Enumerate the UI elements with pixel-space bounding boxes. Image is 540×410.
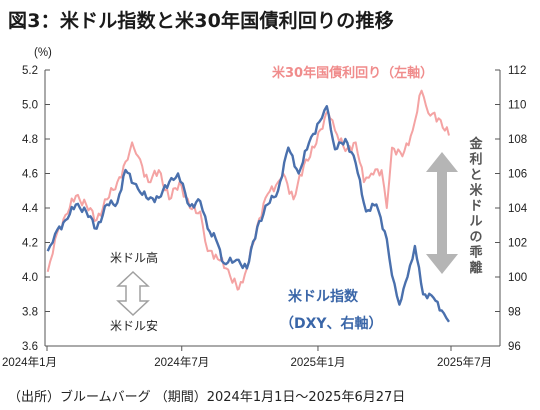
- strong-weak-arrow: [116, 270, 150, 317]
- left-tick-label: 4.6: [22, 169, 38, 181]
- yield-series-line: [46, 89, 450, 291]
- divergence-label-char: と: [469, 168, 482, 183]
- left-tick-label: 4.4: [22, 203, 39, 215]
- yield-series-label: 米30年国債利回り（左軸）: [272, 65, 433, 81]
- dxy-series-line: [46, 105, 450, 323]
- divergence-label-char: 米: [469, 183, 483, 199]
- right-tick-label: 98: [508, 307, 521, 319]
- chart-title: 図3：米ドル指数と米30年国債利回りの推移: [8, 10, 394, 32]
- right-tick-label: 108: [508, 134, 527, 146]
- divergence-label-char: 金: [468, 136, 483, 152]
- left-tick-label: 4.2: [22, 238, 38, 250]
- right-tick-label: 110: [508, 100, 526, 112]
- right-tick-label: 106: [508, 169, 527, 181]
- dxy-series-label-line2: （DXY、右軸）: [280, 315, 383, 332]
- source-note: （出所）ブルームバーグ （期間）2024年1月1日～2025年6月27日: [8, 390, 406, 405]
- x-tick-label: 2024年1月: [2, 355, 57, 369]
- left-axis-unit-label: (%): [34, 47, 52, 59]
- left-axis-ticks: 3.6 3.8 4.0 4.2 4.4 4.6 4.8 5.0 5.2: [22, 65, 50, 353]
- divergence-label-char: の: [469, 230, 482, 245]
- divergence-label-char: ル: [469, 215, 482, 230]
- x-tick-label: 2025年7月: [437, 355, 492, 369]
- right-tick-label: 96: [508, 341, 521, 353]
- left-tick-label: 4.0: [22, 272, 38, 284]
- left-tick-label: 4.8: [22, 134, 38, 146]
- right-tick-label: 112: [508, 65, 526, 77]
- divergence-label-char: ド: [469, 199, 482, 214]
- dxy-series-label-line1: 米ドル指数: [288, 288, 359, 305]
- x-tick-label: 2024年7月: [154, 355, 209, 369]
- left-tick-label: 5.2: [22, 65, 38, 77]
- x-axis-ticks: 2024年1月 2024年7月 2025年1月 2025年7月: [2, 346, 492, 369]
- left-tick-label: 3.6: [22, 341, 38, 353]
- divergence-label-char: 乖: [469, 245, 482, 261]
- x-tick-label: 2025年1月: [290, 355, 345, 369]
- divergence-arrow: [426, 152, 458, 274]
- divergence-label-char: 離: [469, 260, 482, 276]
- divergence-label-char: 利: [469, 152, 482, 168]
- left-tick-label: 3.8: [22, 307, 38, 319]
- strong-dollar-label: 米ドル高: [110, 250, 158, 265]
- left-tick-label: 5.0: [22, 100, 38, 112]
- right-tick-label: 102: [508, 238, 527, 250]
- weak-dollar-label: 米ドル安: [110, 318, 158, 333]
- right-axis-ticks: 96 98 100 102 104 106 108 110 112: [495, 65, 528, 353]
- right-tick-label: 104: [508, 203, 528, 215]
- right-tick-label: 100: [508, 272, 527, 284]
